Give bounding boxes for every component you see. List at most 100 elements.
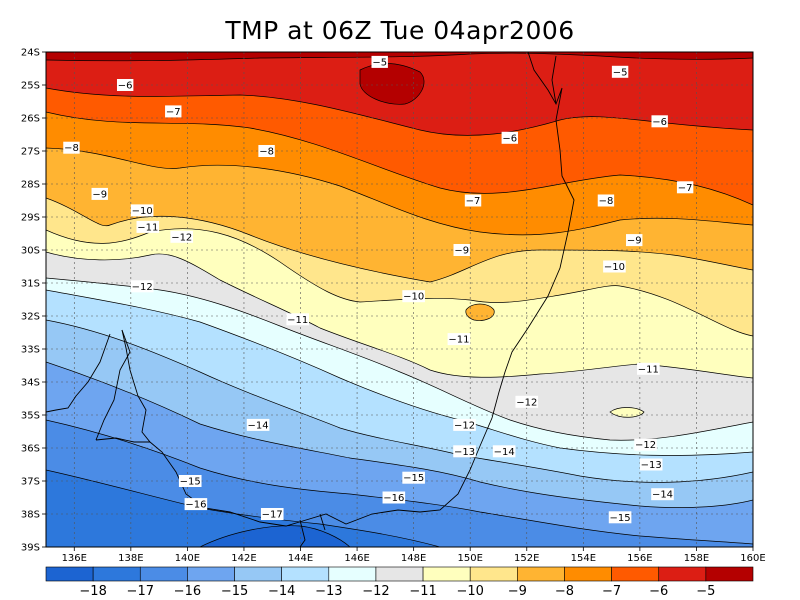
contour-label: −6 bbox=[651, 115, 668, 128]
colorbar-swatch bbox=[328, 566, 377, 582]
band-lt-minus18 bbox=[200, 525, 350, 547]
contour-label: −16 bbox=[382, 491, 406, 504]
lat-label: 29S bbox=[21, 213, 40, 224]
contour-label-text: −16 bbox=[383, 493, 404, 504]
contour-label-text: −6 bbox=[502, 133, 517, 144]
contour-label-bg bbox=[91, 187, 108, 200]
contour-label-text: −11 bbox=[287, 315, 308, 326]
colorbar-swatch bbox=[139, 566, 188, 582]
contour-label-bg bbox=[116, 79, 134, 91]
contour-label: −14 bbox=[246, 418, 270, 431]
colorbar-swatch bbox=[658, 566, 707, 582]
map-title: TMP at 06Z Tue 04apr2006 bbox=[225, 16, 575, 45]
contour-label: −13 bbox=[453, 445, 476, 458]
contour-label-bg bbox=[611, 65, 629, 78]
lat-label: 35S bbox=[21, 411, 40, 422]
contour-label-text: −11 bbox=[448, 335, 469, 346]
contour-label: −14 bbox=[492, 445, 516, 458]
contour-label-bg bbox=[170, 230, 194, 243]
coastline bbox=[46, 52, 575, 547]
contour-label: −10 bbox=[130, 204, 154, 217]
lat-label: 25S bbox=[21, 81, 40, 92]
latitude-axis: 24S 25S 26S 27S 28S 29S 30S 31S 32S 33S 34S 35S 36S 3… bbox=[21, 48, 46, 554]
colorbar-label: −8 bbox=[555, 584, 574, 599]
warm-patch-minus5 bbox=[360, 63, 425, 105]
colorbar: −18 −17 −16 −15 −14 −13 −12 −11 −10 −9 −8 −7 −6 −5 bbox=[45, 566, 754, 599]
lat-label: 31S bbox=[21, 279, 40, 290]
warm-patch-minus10 bbox=[610, 407, 644, 418]
contour-label-bg bbox=[634, 438, 657, 451]
contour-label: −6 bbox=[116, 79, 134, 92]
colorbar-label: −15 bbox=[221, 584, 248, 599]
contour-label: −8 bbox=[63, 141, 80, 154]
contour-label-bg bbox=[165, 105, 182, 118]
contour-label-text: −8 bbox=[64, 143, 79, 154]
contour-label-bg bbox=[286, 313, 309, 326]
contour-label-bg bbox=[597, 194, 615, 207]
contour-label-bg bbox=[651, 115, 668, 128]
contour-label-text: −17 bbox=[262, 510, 283, 521]
lat-label: 34S bbox=[21, 378, 40, 389]
contour-label-bg bbox=[639, 458, 663, 471]
contour-lines bbox=[46, 52, 753, 547]
contour-label-text: −11 bbox=[137, 222, 158, 233]
contour-label-text: −12 bbox=[171, 232, 192, 243]
contour-label-bg bbox=[608, 511, 632, 524]
lon-label: 154E bbox=[571, 553, 596, 564]
lat-label: 38S bbox=[21, 510, 40, 521]
contour-label-bg bbox=[464, 194, 482, 207]
contour-label-text: −6 bbox=[652, 117, 667, 128]
lon-label: 156E bbox=[627, 553, 652, 564]
contour-labels: −5 −5 −6 −6 −6 −7 −7 −7 −8 −8 −8 −9 −9 −9 −10 −10 −10 −11… bbox=[63, 55, 694, 524]
contour-label-text: −15 bbox=[610, 513, 631, 524]
contour-label-text: −13 bbox=[454, 447, 475, 458]
lat-label: 36S bbox=[21, 444, 40, 455]
contour-label-bg bbox=[515, 395, 539, 408]
contour-label-text: −10 bbox=[604, 262, 625, 273]
lat-label: 39S bbox=[21, 543, 40, 554]
map-frame bbox=[45, 51, 754, 548]
contour-label-text: −10 bbox=[132, 206, 153, 217]
contour-label-text: −9 bbox=[92, 189, 107, 200]
shaded-field bbox=[46, 52, 753, 547]
contour-label-bg bbox=[501, 131, 518, 144]
contour-label-bg bbox=[492, 445, 516, 458]
colorbar-label: −9 bbox=[508, 584, 527, 599]
contour-label-text: −8 bbox=[599, 196, 614, 207]
contour-label-bg bbox=[676, 181, 694, 194]
lon-label: 148E bbox=[401, 553, 426, 564]
colorbar-label: −7 bbox=[602, 584, 621, 599]
colorbar-label: −10 bbox=[456, 584, 483, 599]
contour-label-text: −8 bbox=[259, 147, 274, 158]
lon-label: 144E bbox=[288, 553, 313, 564]
contour-label: −7 bbox=[464, 194, 482, 207]
lon-label: 136E bbox=[62, 553, 87, 564]
contour-label-text: −12 bbox=[635, 440, 656, 451]
contour-label-text: −16 bbox=[185, 500, 206, 511]
colorbar-label: −14 bbox=[268, 584, 295, 599]
colorbar-swatch bbox=[517, 566, 565, 582]
contour-label: −11 bbox=[447, 333, 471, 346]
lon-label: 160E bbox=[740, 553, 765, 564]
contour-label-text: −9 bbox=[627, 236, 642, 247]
contour-label: −16 bbox=[184, 498, 208, 511]
contour-label-bg bbox=[453, 418, 476, 431]
contour-label-bg bbox=[453, 244, 470, 256]
band-minus18-to-minus17 bbox=[46, 470, 440, 547]
contour-label-bg bbox=[260, 508, 284, 520]
colorbar-label: −6 bbox=[649, 584, 668, 599]
contour-label-bg bbox=[626, 234, 643, 247]
contour-label-bg bbox=[382, 491, 406, 504]
colorbar-label: −11 bbox=[409, 584, 436, 599]
colorbar-label: −12 bbox=[362, 584, 389, 599]
contour-label-text: −15 bbox=[403, 473, 424, 484]
contour-label: −13 bbox=[639, 458, 663, 471]
colorbar-label: −17 bbox=[127, 584, 154, 599]
contour-label-bg bbox=[603, 260, 626, 273]
colorbar-swatch bbox=[422, 566, 471, 582]
contour-label: −9 bbox=[626, 234, 643, 247]
colorbar-swatch bbox=[469, 566, 518, 582]
contour-label-text: −7 bbox=[166, 107, 181, 118]
contour-label-bg bbox=[178, 475, 202, 487]
